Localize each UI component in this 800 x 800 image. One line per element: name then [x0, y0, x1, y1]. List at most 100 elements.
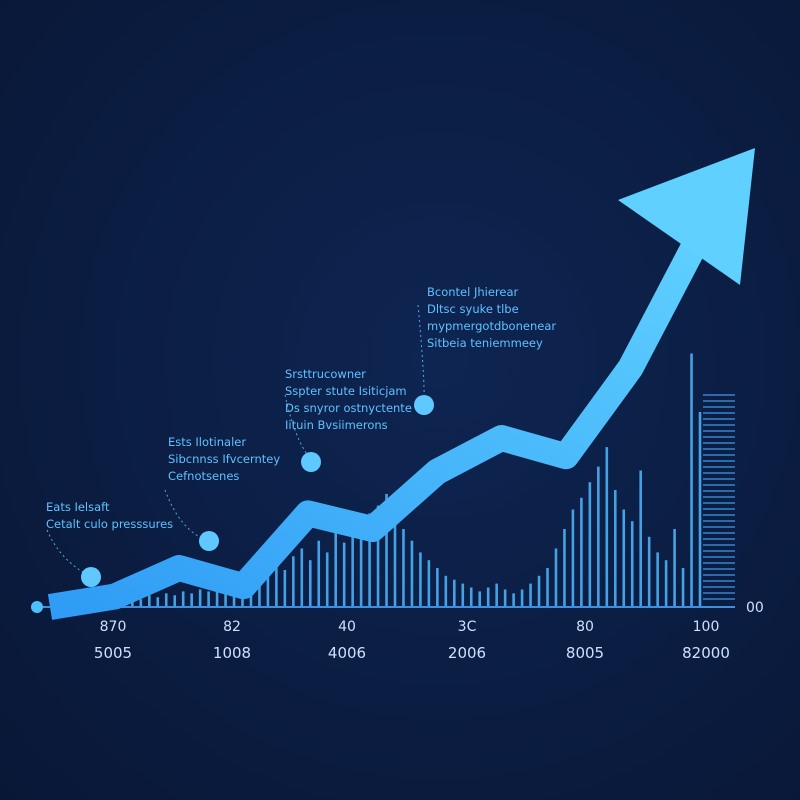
data-bar: [647, 536, 651, 607]
data-bar: [554, 548, 558, 607]
data-bar: [673, 529, 676, 607]
data-bar: [698, 412, 702, 607]
annotation-line: Bcontel Jhierear: [427, 285, 519, 299]
data-bar: [334, 532, 337, 607]
axis-end-label: 00: [746, 600, 764, 616]
x-tick-bottom: 4006: [328, 644, 366, 662]
annotation-line: Sspter stute Isiticjam: [285, 384, 407, 398]
annotation-line: Srsttrucowner: [285, 367, 366, 381]
data-bar: [300, 548, 304, 607]
arrow-head: [618, 148, 755, 285]
data-bar: [563, 529, 566, 607]
data-bar: [503, 589, 507, 607]
data-bar: [546, 568, 549, 607]
data-bar: [571, 509, 575, 607]
data-bar: [139, 599, 143, 607]
data-bar: [275, 564, 278, 607]
data-bar: [630, 521, 634, 607]
data-bar: [215, 587, 219, 607]
data-bar: [537, 575, 541, 607]
annotation-text: Bcontel Jhierear Dltsc syuke tlbe mypmergo…: [427, 285, 556, 350]
data-bar: [529, 583, 532, 607]
annotation-line: mypmergotdbonenear: [427, 319, 556, 333]
data-bar: [402, 529, 405, 607]
data-bar: [173, 595, 177, 607]
x-tick-top: 870: [100, 619, 127, 635]
annotations: Eats Ielsaft Cetalt culo presssures Ests I…: [46, 285, 556, 531]
data-bar: [427, 560, 431, 607]
data-bar: [181, 591, 185, 607]
data-bar: [520, 589, 524, 607]
data-bar: [461, 583, 465, 607]
data-bar: [478, 591, 482, 607]
data-bar: [190, 593, 193, 607]
data-bar: [292, 556, 295, 607]
data-bar: [613, 490, 617, 607]
data-bar: [419, 552, 422, 607]
leader-line: [46, 529, 89, 576]
data-bar: [656, 552, 659, 607]
x-tick-bottom: 2006: [448, 644, 486, 662]
annotation-line: Cetalt culo presssures: [46, 517, 173, 531]
data-bar: [690, 353, 693, 607]
annotation-text: Eats Ielsaft Cetalt culo presssures: [46, 500, 173, 531]
data-bar: [148, 595, 151, 607]
data-bar: [258, 571, 261, 607]
x-tick-bottom: 1008: [213, 644, 251, 662]
data-bar: [198, 589, 202, 607]
x-tick-bottom: 82000: [682, 644, 730, 662]
trend-point: [81, 567, 101, 587]
trend-line: [47, 228, 712, 620]
trend-points: [31, 395, 434, 613]
annotation-line: Eats Ielsaft: [46, 500, 110, 514]
x-tick-bottom: 5005: [94, 644, 132, 662]
data-bar: [622, 509, 626, 607]
annotation-line: Dltsc syuke tlbe: [427, 302, 519, 316]
data-bar: [639, 470, 642, 607]
annotation-line: Ds snyror ostnyctente: [285, 401, 412, 415]
annotation-line: Sibcnnss Ifvcerntey: [168, 452, 280, 466]
trend-point: [414, 395, 434, 415]
data-bar: [207, 591, 210, 607]
data-bar: [681, 568, 685, 607]
data-bar: [224, 589, 227, 607]
leader-line: [417, 304, 425, 403]
data-bar: [368, 513, 371, 607]
data-bar: [351, 521, 354, 607]
trend-point: [199, 531, 219, 551]
data-bar: [410, 540, 414, 607]
trend-point: [301, 452, 321, 472]
data-bar: [588, 482, 592, 607]
leader-line: [164, 489, 207, 541]
data-bar: [436, 568, 439, 607]
data-bar: [266, 575, 270, 607]
data-bar: [495, 583, 498, 607]
trend-arrow: [47, 148, 755, 620]
bar-series: [88, 353, 735, 607]
data-bar: [605, 447, 609, 607]
data-bar: [444, 575, 448, 607]
annotation-text: Srsttrucowner Sspter stute Isiticjam Ds sn…: [285, 367, 412, 432]
x-tick-top: 40: [338, 619, 356, 635]
data-bar: [597, 466, 600, 607]
data-bar: [325, 552, 329, 607]
data-bar: [156, 597, 160, 607]
data-bar: [359, 529, 363, 607]
x-tick-bottom: 8005: [566, 644, 604, 662]
x-tick-labels: 870 82 40 3C 80 100 5005 1008 4006 2006 8005 82000: [94, 619, 730, 662]
data-bar: [393, 517, 397, 607]
annotation-line: Cefnotsenes: [168, 469, 239, 483]
data-bar: [317, 540, 321, 607]
x-tick-top: 80: [576, 619, 594, 635]
data-bar: [469, 587, 473, 607]
annotation-line: Ests Ilotinaler: [168, 435, 246, 449]
data-bar: [664, 560, 668, 607]
data-bar: [342, 542, 346, 607]
data-bar: [453, 579, 456, 607]
annotation-line: Sitbeia teniemmeey: [427, 336, 543, 350]
data-bar: [580, 497, 583, 607]
data-bar: [486, 587, 490, 607]
trend-point: [31, 601, 43, 613]
